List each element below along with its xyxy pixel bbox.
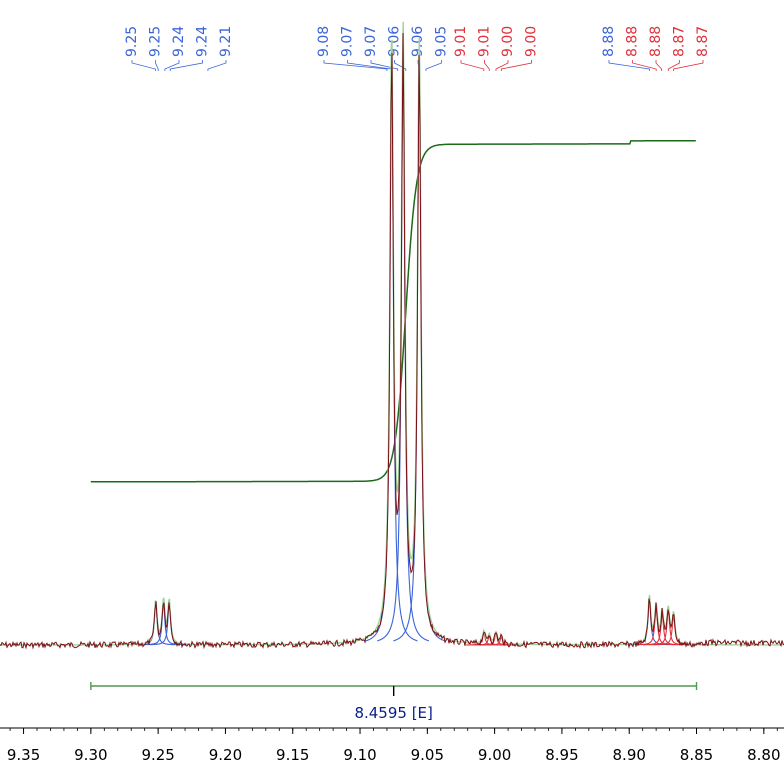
peak-label: 9.06 — [410, 26, 426, 57]
peak-label-connector — [425, 60, 442, 71]
peak-label: 9.01 — [453, 26, 469, 57]
peak-label-connector — [495, 60, 509, 71]
peak-label-connectors — [131, 60, 704, 71]
x-axis-tick-label: 9.10 — [343, 746, 376, 764]
x-axis-tick-label: 9.35 — [7, 746, 40, 764]
peak-label: 9.06 — [387, 26, 403, 57]
peak-label-connector — [460, 60, 485, 71]
peak-label: 9.00 — [524, 26, 540, 57]
peak-label: 9.08 — [316, 26, 332, 57]
peak-label-connector — [484, 60, 490, 71]
peak-label-connector — [155, 60, 159, 71]
peak-label: 9.24 — [195, 26, 211, 57]
x-axis-tick-label: 9.30 — [74, 746, 107, 764]
peak-label: 9.24 — [171, 26, 187, 57]
peak-label-connector — [655, 60, 662, 71]
spectrum-line — [0, 32, 784, 650]
x-axis-tick-label: 8.90 — [613, 746, 646, 764]
peak-label: 8.87 — [672, 26, 688, 57]
peak-label-connector — [667, 60, 680, 71]
peak-label: 8.87 — [695, 26, 711, 57]
x-axis-tick-label: 8.95 — [545, 746, 578, 764]
peak-label-connector — [673, 60, 704, 71]
peak-label-connector — [608, 60, 650, 71]
fit-sum-line — [0, 21, 784, 646]
peak-label: 8.88 — [648, 26, 664, 57]
x-axis: 9.35 9.30 9.25 9.20 9.15 9.10 9.05 9.00 8.95 8.90… — [0, 727, 784, 764]
peak-label-connector — [323, 60, 388, 71]
peak-label-connector — [164, 60, 180, 71]
peak-label: 9.25 — [148, 26, 164, 57]
peak-label: 9.00 — [500, 26, 516, 57]
integral-curve-group — [90, 140, 696, 483]
x-axis-tick-label: 9.20 — [209, 746, 242, 764]
peak-label-connector — [394, 60, 407, 71]
peak-label: 9.25 — [124, 26, 140, 57]
x-axis-tick-label: 8.85 — [680, 746, 713, 764]
spectrum-group — [0, 32, 784, 650]
x-axis-tick-label: 9.15 — [276, 746, 309, 764]
peak-label: 9.21 — [218, 26, 234, 57]
peak-label-connector — [500, 60, 532, 71]
peak-label: 9.07 — [340, 26, 356, 57]
fit-lines-group — [0, 21, 784, 646]
peak-label: 8.88 — [601, 26, 617, 57]
peak-label-connector — [131, 60, 156, 71]
peak-label: 8.88 — [625, 26, 641, 57]
integral-bracket-group: 8.4595 [E] — [90, 682, 698, 722]
peak-label-connector — [370, 60, 399, 71]
x-axis-tick-label: 8.80 — [747, 746, 780, 764]
integral-curve — [90, 140, 696, 483]
peak-label: 9.07 — [363, 26, 379, 57]
x-axis-tick-label: 9.05 — [411, 746, 444, 764]
peak-label-connector — [632, 60, 657, 71]
integral-value-label: 8.4595 [E] — [354, 704, 432, 722]
peak-label-connector — [169, 60, 203, 71]
peak-label: 9.01 — [477, 26, 493, 57]
peak-label: 9.05 — [434, 26, 450, 57]
x-axis-tick-label: 9.25 — [141, 746, 174, 764]
peak-label-connector — [207, 60, 227, 71]
peak-label-group: 9.25 9.25 9.24 9.24 9.21 9.08 9.07 9.07 9.06 9.06… — [124, 26, 711, 57]
x-axis-tick-label: 9.00 — [478, 746, 511, 764]
